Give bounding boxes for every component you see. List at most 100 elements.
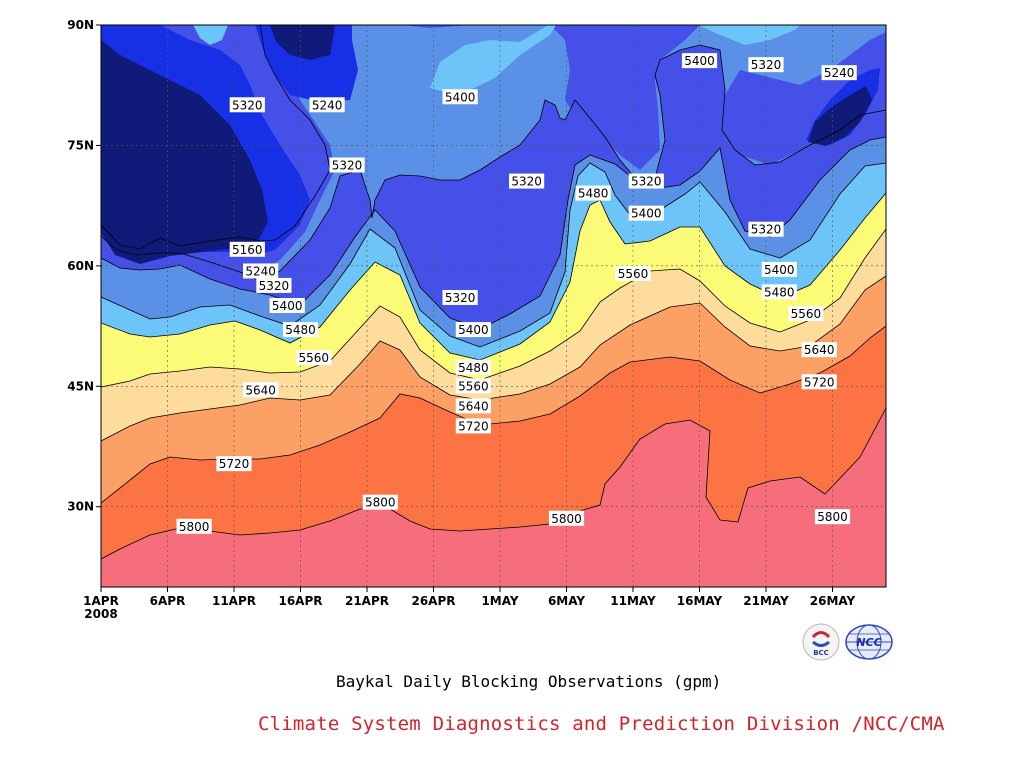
- contour-label-text: 5720: [804, 375, 835, 389]
- contour-label-text: 5560: [618, 267, 649, 281]
- contour-label-text: 5640: [245, 383, 276, 397]
- contour-label-text: 5480: [285, 323, 316, 337]
- contour-label-text: 5320: [631, 175, 662, 189]
- y-tick-label: 60N: [67, 259, 94, 273]
- y-tick-label: 45N: [67, 379, 94, 393]
- contour-label-5560: 5560: [788, 306, 824, 322]
- contour-label-5560: 5560: [296, 350, 332, 366]
- contour-label-text: 5400: [684, 54, 715, 68]
- x-tick-label: 1MAY: [481, 594, 518, 608]
- contour-label-text: 5560: [299, 351, 330, 365]
- y-tick-label: 30N: [67, 500, 94, 514]
- contour-label-5560: 5560: [615, 265, 651, 281]
- y-tick-label: 90N: [67, 18, 94, 32]
- contour-label-5640: 5640: [243, 382, 279, 398]
- contour-label-text: 5400: [272, 299, 303, 313]
- contour-label-text: 5480: [578, 187, 609, 201]
- contour-label-5320: 5320: [748, 57, 784, 72]
- contour-label-text: 5800: [179, 520, 210, 534]
- contour-label-5320: 5320: [748, 221, 784, 237]
- contour-label-text: 5320: [751, 223, 782, 237]
- contour-label-5240: 5240: [243, 263, 279, 279]
- contour-label-text: 5480: [458, 361, 489, 375]
- contour-label-text: 5640: [458, 399, 489, 413]
- contour-fills: [101, 25, 886, 587]
- ncc-logo-icon: NCC: [845, 624, 893, 660]
- contour-label-text: 5800: [817, 510, 848, 524]
- credit-line: Climate System Diagnostics and Predictio…: [258, 713, 945, 735]
- contour-label-text: 5320: [751, 58, 782, 72]
- contour-label-text: 5400: [445, 90, 476, 104]
- bcc-logo-text: BCC: [813, 649, 829, 657]
- contour-label-text: 5320: [511, 175, 542, 189]
- fill-region-below-5160-1: [270, 25, 335, 60]
- contour-label-text: 5240: [312, 98, 343, 112]
- x-tick-label: 21MAY: [743, 594, 789, 608]
- bcc-logo-icon: BCC: [802, 623, 840, 661]
- contour-line-5160: [101, 25, 331, 250]
- contour-label-5720: 5720: [801, 374, 837, 390]
- contour-label-5240: 5240: [821, 65, 857, 81]
- contour-label-5640: 5640: [455, 398, 491, 414]
- x-tick-label: 16MAY: [677, 594, 723, 608]
- contour-label-5240: 5240: [309, 97, 345, 113]
- contour-label-5800: 5800: [814, 509, 851, 525]
- y-tick-label: 75N: [67, 138, 94, 152]
- plot-frame: [100, 24, 887, 588]
- contour-label-5800: 5800: [176, 518, 212, 534]
- x-axis: 1APR 6APR 11APR 16APR 21APR 26APR 1MAY 6MAY 11MA…: [83, 587, 856, 621]
- contour-label-5320: 5320: [509, 173, 545, 189]
- fill-region-5400-5480-1: [193, 25, 228, 45]
- grid-lines: [101, 25, 886, 587]
- contour-label-5320: 5320: [628, 173, 664, 189]
- contour-label-5320: 5320: [442, 289, 478, 305]
- contour-label-text: 5240: [824, 66, 855, 80]
- y-axis: 90N 75N 60N 45N 30N: [67, 18, 101, 514]
- contour-label-5720: 5720: [455, 418, 491, 434]
- contour-label-5800: 5800: [548, 510, 585, 526]
- contour-label-text: 5320: [445, 291, 476, 305]
- contour-label-5400: 5400: [628, 205, 664, 221]
- contour-line-5400: [101, 162, 886, 348]
- contour-line-5560: [101, 228, 886, 388]
- contour-label-text: 5400: [458, 323, 489, 337]
- contour-label-5400: 5400: [455, 322, 491, 338]
- contour-label-5320: 5320: [329, 157, 365, 173]
- contour-line-5240: [101, 44, 886, 282]
- contour-label-text: 5560: [791, 307, 822, 321]
- contour-label-5320: 5320: [229, 97, 265, 113]
- contour-label-text: 5720: [458, 419, 489, 433]
- fill-region-5240-5320-1: [402, 25, 700, 170]
- contour-label-text: 5800: [551, 512, 582, 526]
- contour-label-text: 5320: [232, 98, 263, 112]
- contour-label-5400: 5400: [761, 261, 797, 277]
- contour-label-text: 5160: [232, 243, 263, 257]
- x-tick-label: 1APR: [83, 594, 119, 608]
- fill-region-5240-5320-3: [525, 115, 550, 175]
- contour-label-5160: 5160: [229, 241, 265, 257]
- x-tick-label: 6APR: [150, 594, 186, 608]
- contour-label-text: 5320: [332, 159, 363, 173]
- x-year-label: 2008: [84, 607, 117, 621]
- contour-label-5800: 5800: [362, 494, 398, 510]
- fill-region-below-5160-0: [101, 40, 268, 264]
- contour-label-5560: 5560: [455, 378, 491, 394]
- contour-label-text: 5720: [219, 457, 250, 471]
- x-tick-label: 21APR: [345, 594, 389, 608]
- x-tick-label: 26MAY: [810, 594, 856, 608]
- x-tick-label: 6MAY: [548, 594, 585, 608]
- contour-label-text: 5240: [245, 264, 276, 278]
- contour-label-5400: 5400: [442, 89, 478, 105]
- chart-subtitle: Baykal Daily Blocking Observations (gpm): [336, 672, 722, 691]
- contour-label-5320: 5320: [256, 277, 292, 293]
- fill-region-below-5160-2: [808, 86, 872, 146]
- contour-chart: 90N 75N 60N 45N 30N 1APR 6APR 11APR 16APR 21APR 2…: [67, 18, 887, 621]
- contour-label-text: 5640: [804, 343, 835, 357]
- fill-region-5400-5480-2: [698, 25, 800, 45]
- fill-region-5400-5480-0: [430, 25, 556, 92]
- contour-label-5480: 5480: [455, 359, 491, 375]
- contour-label-5480: 5480: [282, 322, 319, 338]
- contour-line-5480: [101, 192, 886, 361]
- contour-label-text: 5320: [259, 279, 290, 293]
